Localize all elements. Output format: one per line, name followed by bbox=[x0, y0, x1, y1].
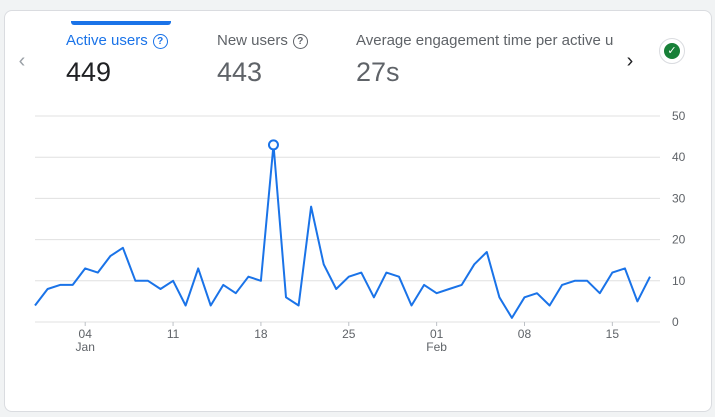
x-tick-label: 08 bbox=[518, 327, 532, 341]
x-tick-sublabel: Feb bbox=[426, 340, 447, 354]
x-tick-sublabel: Jan bbox=[76, 340, 95, 354]
y-tick-label: 50 bbox=[672, 109, 686, 123]
y-tick-label: 10 bbox=[672, 274, 686, 288]
tab-value: 443 bbox=[217, 57, 263, 87]
tab-label: New users bbox=[217, 32, 288, 49]
tab-active-users[interactable]: Active users? 449 bbox=[66, 32, 168, 88]
active-users-series-line bbox=[34, 143, 651, 319]
y-tick-label: 0 bbox=[672, 315, 679, 329]
tab-new-users[interactable]: New users? 443 bbox=[217, 32, 308, 88]
help-circle-icon[interactable]: ? bbox=[292, 34, 308, 49]
x-tick-label: 18 bbox=[254, 327, 268, 341]
y-tick-label: 20 bbox=[672, 233, 686, 247]
chevron-left-icon[interactable]: ‹ bbox=[18, 50, 26, 72]
x-tick-label: 01 bbox=[430, 327, 444, 341]
x-tick-label: 15 bbox=[606, 327, 620, 341]
tab-average-engagement-time[interactable]: Average engagement time per active us 27… bbox=[356, 32, 614, 88]
tab-value: 27s bbox=[356, 57, 400, 87]
x-tick-label: 11 bbox=[167, 327, 180, 341]
tab-value: 449 bbox=[66, 57, 112, 87]
help-circle-icon[interactable]: ? bbox=[152, 34, 168, 49]
tab-label: Average engagement time per active us bbox=[356, 32, 614, 49]
check-circle-icon[interactable]: ✓ bbox=[659, 38, 685, 64]
y-tick-label: 30 bbox=[672, 191, 686, 205]
chevron-right-icon[interactable]: › bbox=[626, 50, 634, 72]
x-tick-label: 25 bbox=[342, 327, 356, 341]
x-tick-label: 04 bbox=[79, 327, 93, 341]
selected-tab-indicator bbox=[71, 21, 171, 25]
highlighted-data-point bbox=[267, 139, 279, 151]
tab-label: Active users bbox=[66, 32, 148, 49]
analytics-card bbox=[4, 10, 712, 412]
y-tick-label: 40 bbox=[672, 150, 686, 164]
